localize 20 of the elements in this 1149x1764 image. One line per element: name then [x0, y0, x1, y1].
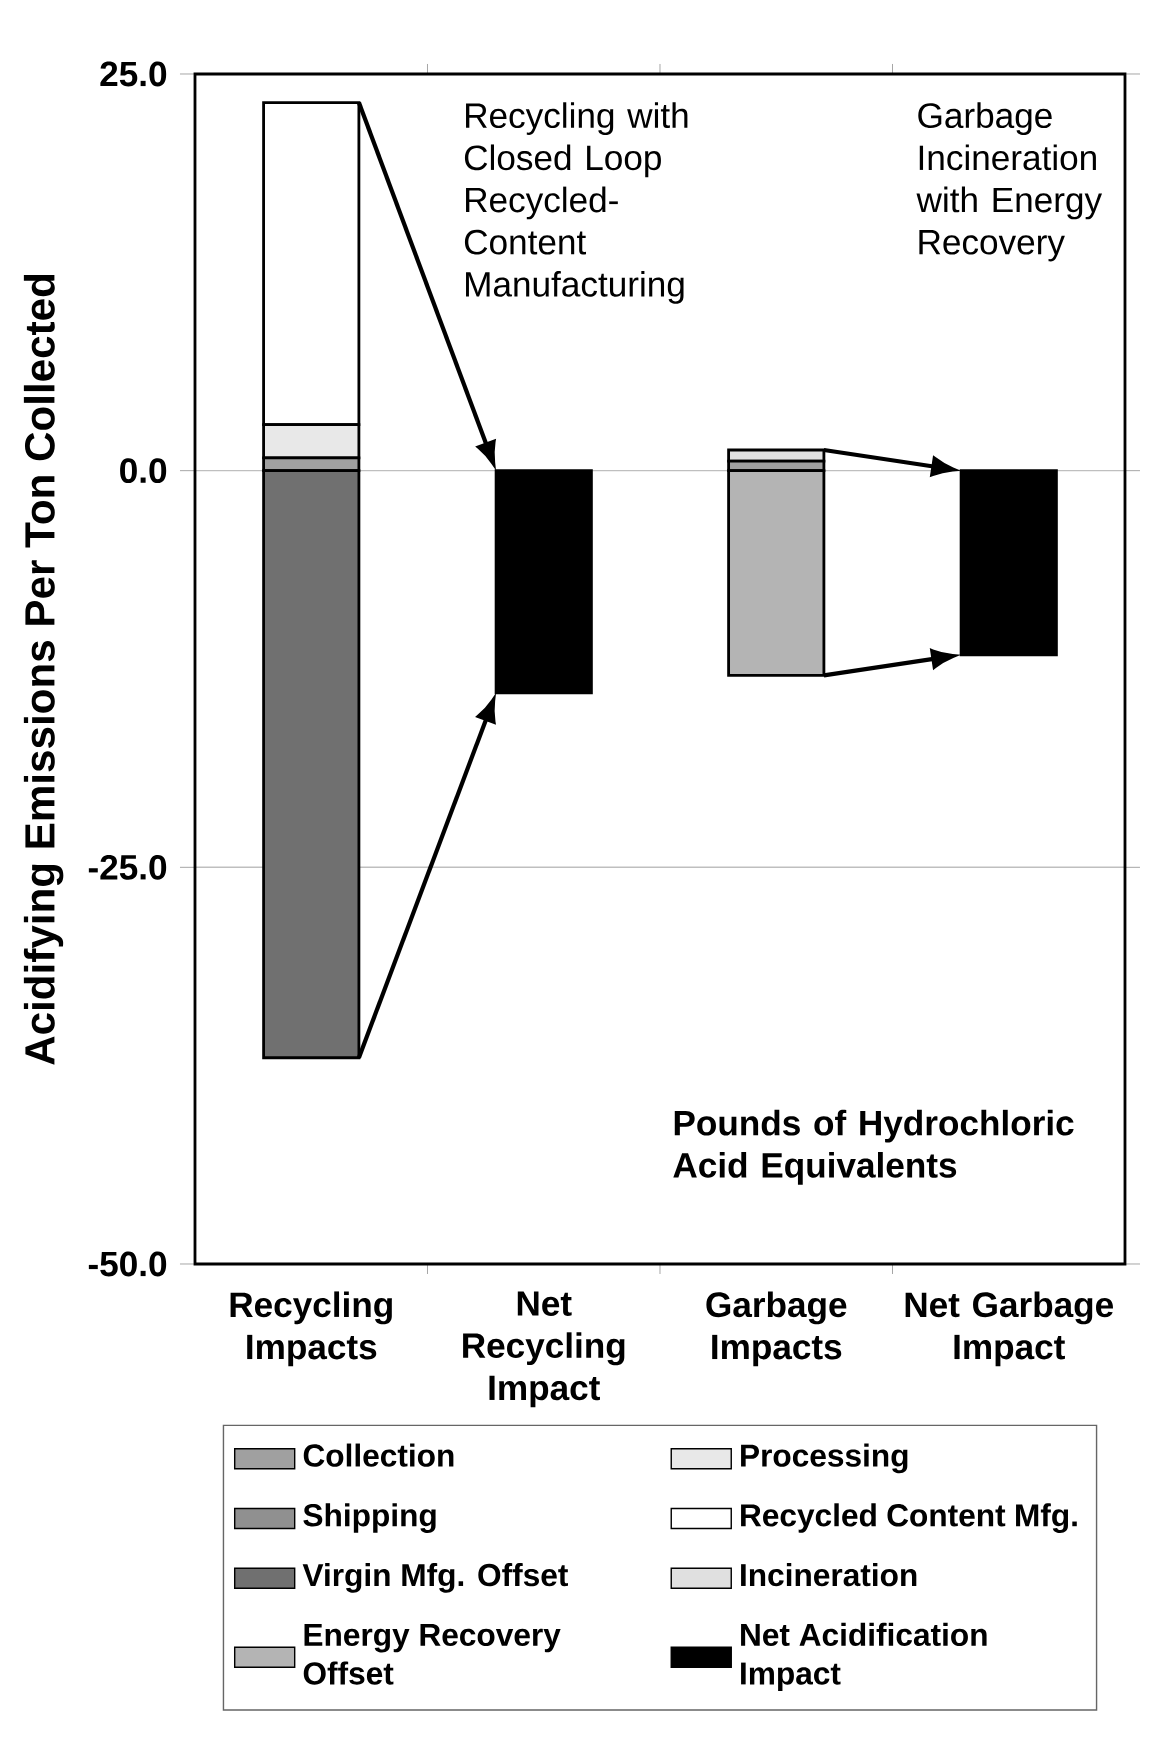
x-tick-label: Recycling Impacts: [230, 1291, 392, 1367]
annotation: Pounds of Hydrochloric Acid Equivalents: [673, 1109, 1074, 1185]
x-tick-label: Net Garbage Impact: [905, 1291, 1113, 1367]
x-tick-label: Garbage Impacts: [706, 1291, 847, 1367]
y-tick-label: -50.0: [88, 1251, 167, 1277]
legend-label: Net Acidification Impact: [741, 1622, 987, 1691]
x-tick-label: Net Recycling Impact: [463, 1291, 625, 1408]
legend-label: Collection: [303, 1443, 454, 1467]
legend-label: Incineration: [741, 1563, 917, 1587]
y-tick-label: -25.0: [88, 854, 167, 880]
y-tick-label: 25.0: [100, 61, 167, 87]
legend-label: Energy Recovery Offset: [303, 1623, 561, 1685]
legend-label: Recycled Content Mfg.: [741, 1503, 1077, 1533]
legend-label: Virgin Mfg. Offset: [302, 1563, 568, 1593]
legend-label: Processing: [741, 1443, 908, 1474]
annotation: Garbage Incineration with Energy Recovery: [916, 102, 1103, 262]
legend-label: Shipping: [303, 1503, 436, 1533]
y-axis-title: Acidifying Emissions Per Ton Collected: [23, 274, 64, 1065]
annotation: Recycling with Closed Loop Recycled-Content Manufacturing: [464, 102, 688, 304]
y-tick-label: 0.0: [120, 458, 167, 484]
